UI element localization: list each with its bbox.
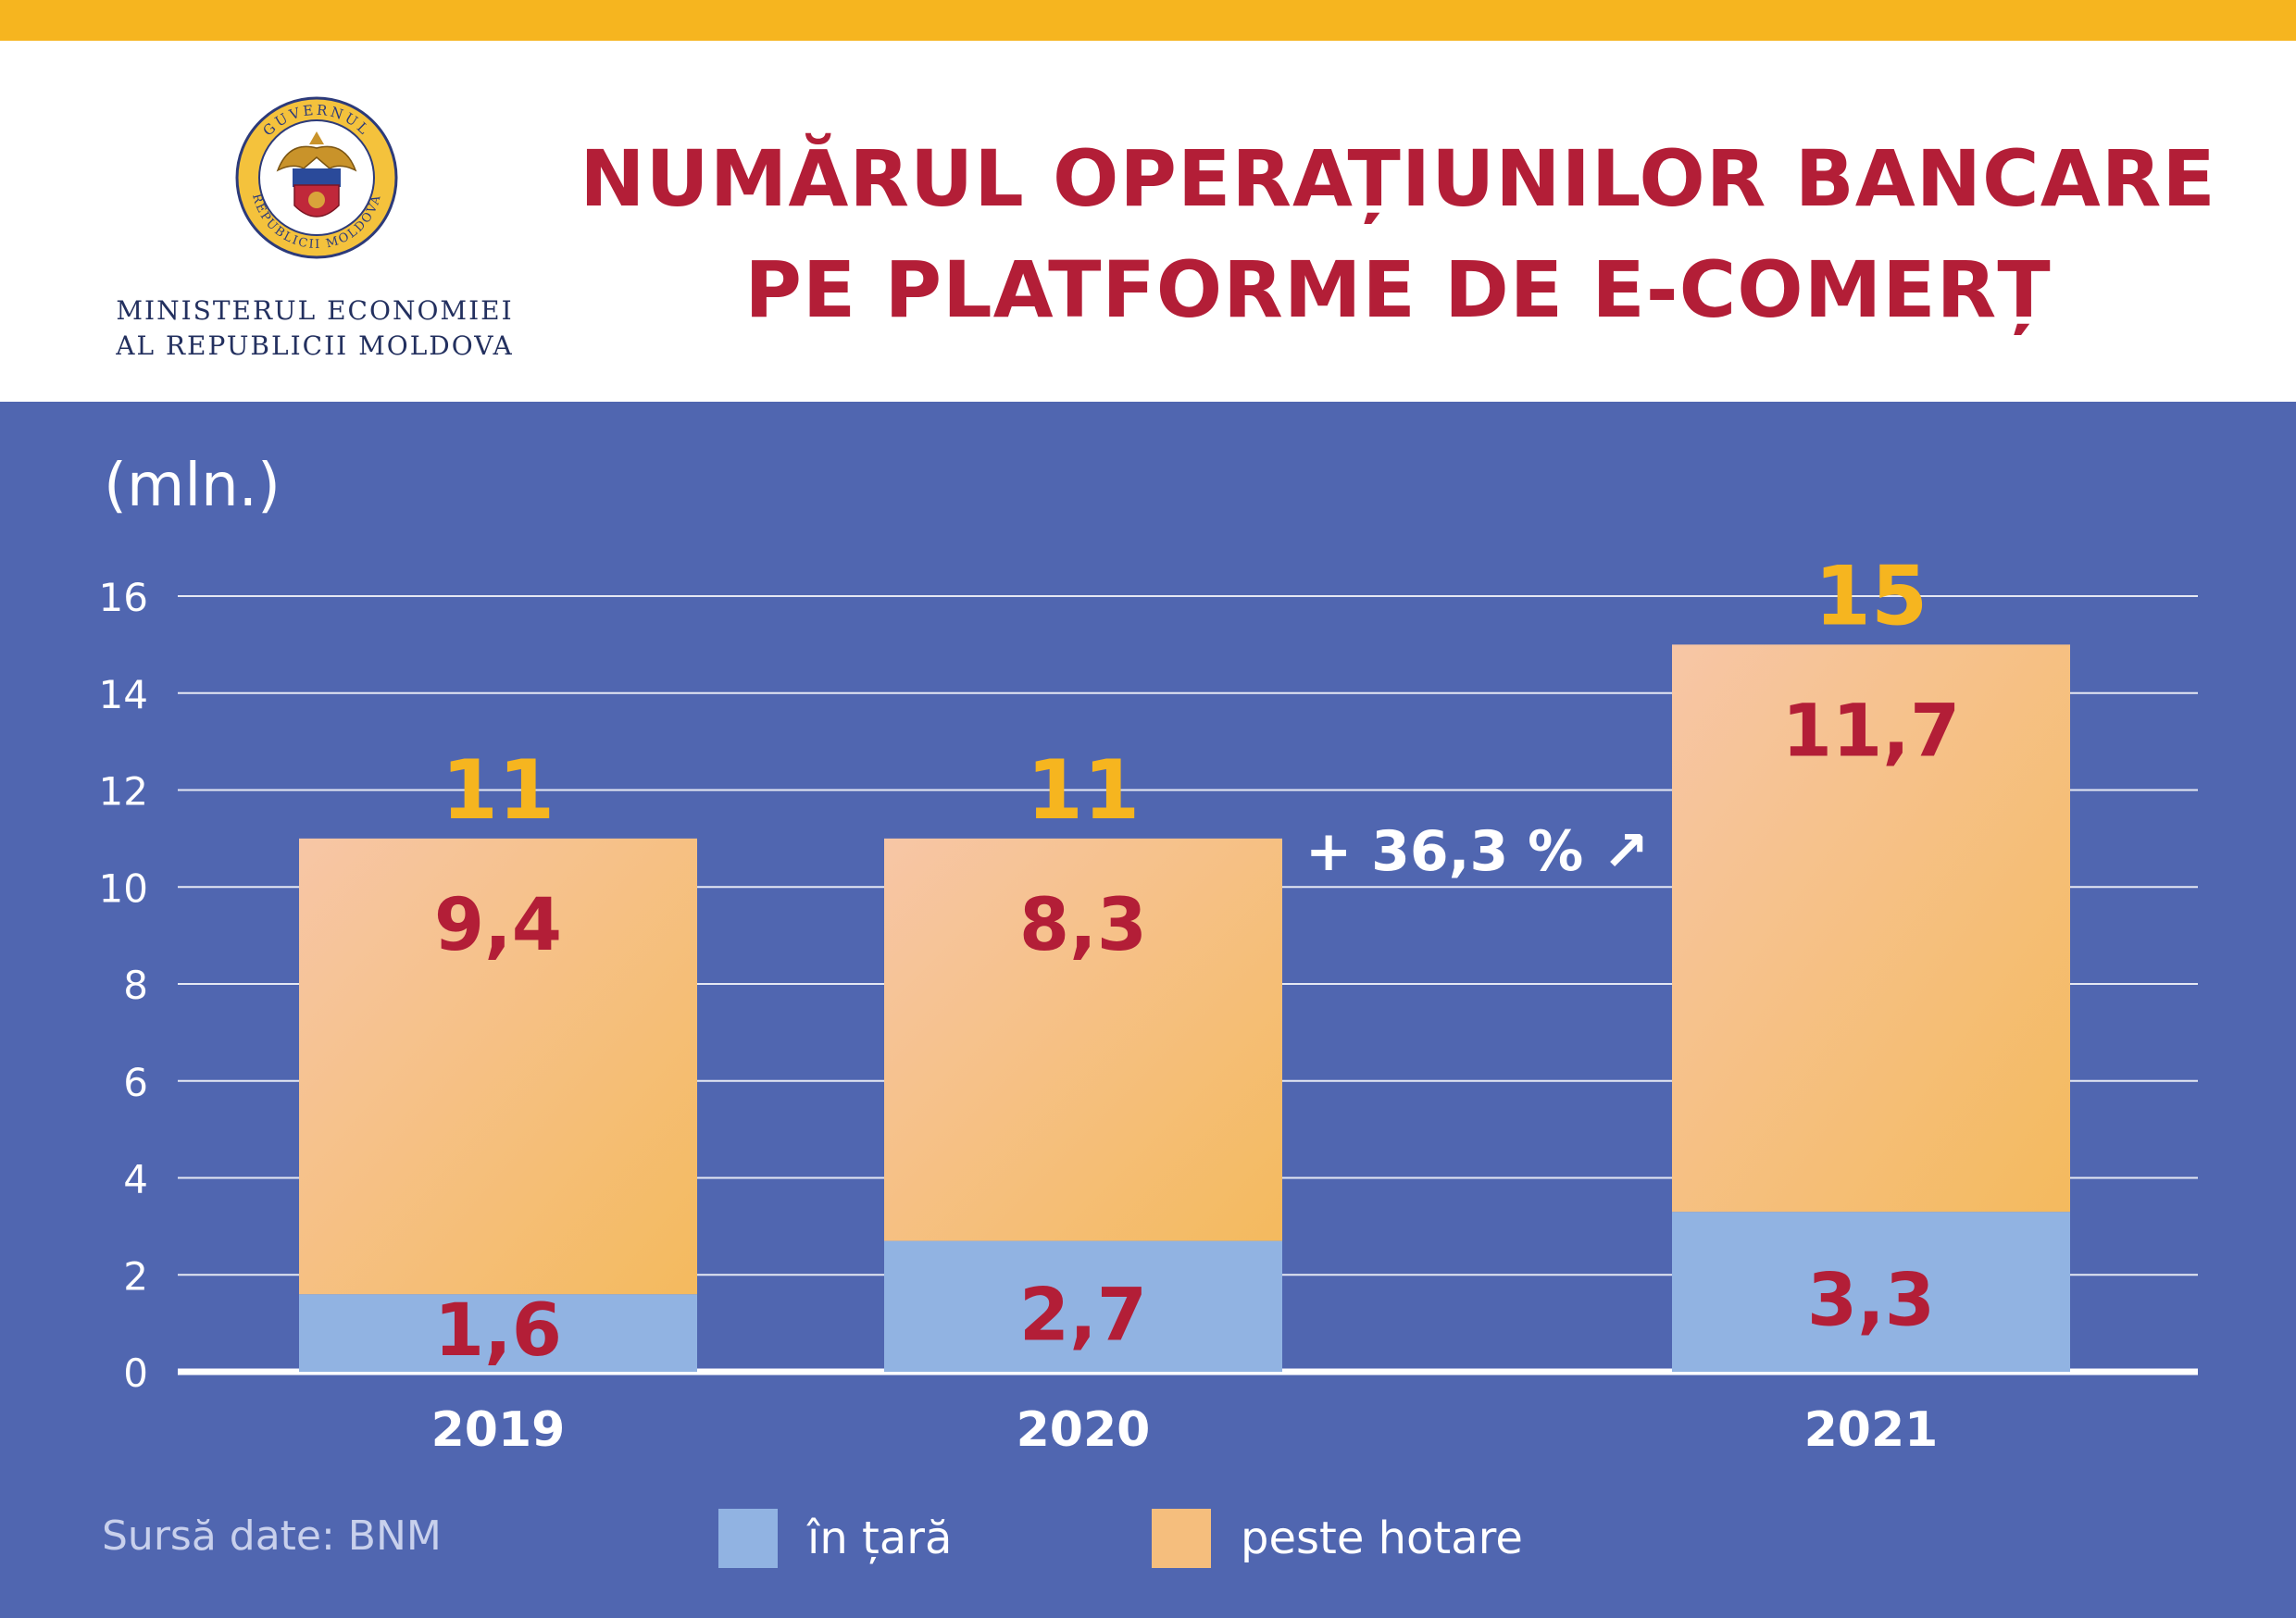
value-label-abroad-2020: 8,3 (1019, 884, 1147, 967)
bar-abroad-2020 (884, 838, 1282, 1241)
legend-swatch-abroad (1152, 1509, 1211, 1568)
legend-label-domestic: în țară (807, 1512, 953, 1564)
unit-label: (mln.) (104, 452, 281, 520)
value-label-domestic-2019: 1,6 (434, 1289, 562, 1373)
header: GUVERNUL REPUBLICII MOLDOVA MINISTERUL E… (0, 41, 2296, 402)
page-title-line2: PE PLATFORME DE E-COMERȚ (744, 244, 2052, 335)
y-tick-label: 4 (123, 1157, 148, 1202)
value-label-abroad-2021: 11,7 (1782, 690, 1960, 773)
government-seal-logo: GUVERNUL REPUBLICII MOLDOVA (235, 96, 398, 259)
y-tick-label: 10 (99, 865, 148, 911)
x-category-label-2021: 2021 (1804, 1402, 1939, 1458)
y-tick-label: 14 (99, 672, 148, 717)
bar-domestic-2021 (1672, 1212, 2070, 1372)
growth-annotation: + 36,3 % ↗ (1305, 819, 1649, 884)
y-tick-label: 6 (123, 1060, 148, 1105)
page-title-line1: NUMĂRUL OPERAȚIUNILOR BANCARE (580, 133, 2216, 224)
stacked-bar-chart: (mln.) + 36,3 % ↗ 0 2 4 6 8 10 12 14 16 1,6 9,4 11… (99, 452, 2198, 1458)
value-label-abroad-2019: 9,4 (434, 884, 562, 967)
ministry-name-line2: AL REPUBLICII MOLDOVA (116, 330, 514, 361)
bar-domestic-2020 (884, 1240, 1282, 1372)
bar-abroad-2019 (299, 838, 697, 1295)
top-stripe (0, 0, 2296, 41)
total-label-2019: 11 (442, 742, 555, 838)
legend-label-abroad: peste hotare (1241, 1512, 1523, 1564)
ministry-name-line1: MINISTERUL ECONOMIEI (116, 295, 514, 326)
source-note: Sursă date: BNM (102, 1512, 442, 1560)
total-label-2021: 15 (1815, 548, 1928, 643)
chart-panel: (mln.) + 36,3 % ↗ 0 2 4 6 8 10 12 14 16 1,6 9,4 11… (0, 402, 2296, 1618)
bar-abroad-2021 (1672, 644, 2070, 1213)
y-tick-label: 0 (123, 1350, 148, 1396)
y-tick-label: 12 (99, 769, 148, 815)
x-category-label-2019: 2019 (431, 1402, 566, 1458)
x-category-label-2020: 2020 (1017, 1402, 1151, 1458)
y-tick-label: 8 (123, 963, 148, 1008)
value-label-domestic-2021: 3,3 (1807, 1260, 1935, 1343)
legend-swatch-domestic (718, 1509, 778, 1568)
total-label-2020: 11 (1027, 742, 1140, 838)
y-tick-label: 2 (123, 1253, 148, 1299)
y-tick-label: 16 (99, 575, 148, 620)
value-label-domestic-2020: 2,7 (1019, 1274, 1147, 1357)
bar-domestic-2019 (299, 1294, 697, 1372)
